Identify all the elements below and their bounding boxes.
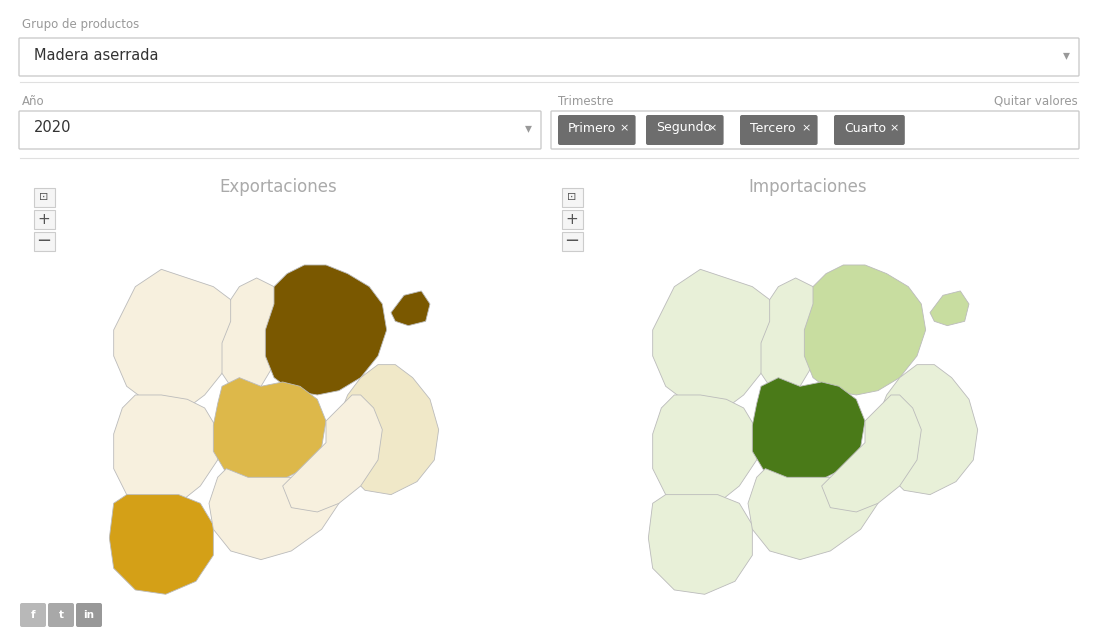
Text: −: −: [564, 232, 580, 250]
FancyBboxPatch shape: [561, 232, 583, 250]
FancyBboxPatch shape: [834, 115, 905, 145]
Polygon shape: [822, 395, 922, 512]
Polygon shape: [804, 265, 926, 395]
Polygon shape: [222, 278, 283, 395]
Text: Madera aserrada: Madera aserrada: [34, 48, 158, 62]
Polygon shape: [652, 269, 779, 408]
FancyBboxPatch shape: [76, 603, 102, 627]
Text: Importaciones: Importaciones: [749, 178, 867, 196]
FancyBboxPatch shape: [48, 603, 74, 627]
FancyBboxPatch shape: [20, 603, 46, 627]
Polygon shape: [339, 364, 439, 495]
Polygon shape: [752, 378, 865, 486]
Text: Tercero: Tercero: [750, 121, 795, 135]
FancyBboxPatch shape: [558, 115, 636, 145]
Text: ×: ×: [802, 123, 812, 133]
Text: Segundo: Segundo: [656, 121, 711, 135]
FancyBboxPatch shape: [561, 187, 583, 206]
Text: in: in: [84, 610, 95, 620]
Polygon shape: [283, 395, 383, 512]
Text: Exportaciones: Exportaciones: [219, 178, 337, 196]
Text: Primero: Primero: [568, 121, 616, 135]
FancyBboxPatch shape: [561, 210, 583, 229]
Text: Trimestre: Trimestre: [558, 95, 614, 108]
Polygon shape: [113, 269, 240, 408]
Text: ×: ×: [708, 123, 717, 133]
Text: 2020: 2020: [34, 121, 72, 135]
Text: Cuarto: Cuarto: [844, 121, 886, 135]
Text: −: −: [36, 232, 52, 250]
Text: Grupo de productos: Grupo de productos: [22, 18, 140, 31]
Text: Quitar valores: Quitar valores: [994, 95, 1078, 108]
Text: +: +: [565, 211, 579, 227]
Polygon shape: [761, 278, 822, 395]
Polygon shape: [109, 495, 213, 594]
Text: ×: ×: [889, 123, 899, 133]
FancyBboxPatch shape: [740, 115, 817, 145]
Polygon shape: [748, 464, 878, 559]
Text: f: f: [31, 610, 35, 620]
FancyBboxPatch shape: [551, 111, 1079, 149]
Text: ▾: ▾: [525, 121, 531, 135]
FancyBboxPatch shape: [33, 232, 55, 250]
Text: ⊡: ⊡: [568, 192, 576, 202]
Polygon shape: [265, 265, 387, 395]
FancyBboxPatch shape: [33, 187, 55, 206]
FancyBboxPatch shape: [646, 115, 724, 145]
Polygon shape: [213, 378, 326, 486]
Polygon shape: [930, 291, 969, 326]
Polygon shape: [652, 395, 757, 507]
FancyBboxPatch shape: [19, 38, 1079, 76]
Text: Año: Año: [22, 95, 45, 108]
Text: ×: ×: [620, 123, 629, 133]
FancyBboxPatch shape: [33, 210, 55, 229]
Polygon shape: [113, 395, 218, 507]
Text: ▾: ▾: [1063, 48, 1069, 62]
Polygon shape: [878, 364, 978, 495]
FancyBboxPatch shape: [19, 111, 541, 149]
Polygon shape: [209, 464, 339, 559]
Polygon shape: [648, 495, 752, 594]
Text: +: +: [37, 211, 51, 227]
Polygon shape: [390, 291, 430, 326]
Text: t: t: [58, 610, 64, 620]
Text: ⊡: ⊡: [40, 192, 48, 202]
